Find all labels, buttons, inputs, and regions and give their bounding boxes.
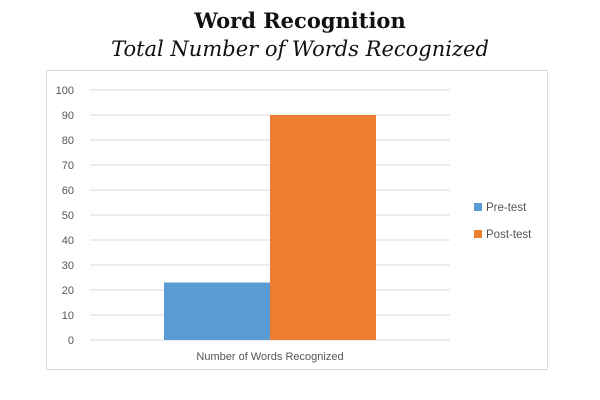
y-tick-label: 90 (62, 110, 74, 122)
x-category-label: Number of Words Recognized (196, 351, 343, 363)
y-tick-label: 20 (62, 285, 74, 297)
y-tick-label: 30 (62, 260, 74, 272)
chart-subtitle: Total Number of Words Recognized (111, 37, 489, 61)
y-tick-label: 80 (62, 135, 74, 147)
legend-label-pre-test: Pre-test (486, 202, 527, 214)
bar-pre-test (164, 282, 270, 340)
y-tick-label: 0 (68, 335, 74, 347)
legend-swatch-post-test (474, 230, 482, 238)
legend-swatch-pre-test (474, 203, 482, 211)
bar-post-test (270, 115, 376, 340)
y-tick-label: 10 (62, 310, 74, 322)
chart-title: Word Recognition (194, 8, 406, 33)
y-tick-label: 50 (62, 210, 74, 222)
y-tick-label: 100 (56, 85, 74, 97)
y-tick-label: 60 (62, 185, 74, 197)
y-tick-label: 70 (62, 160, 74, 172)
legend-label-post-test: Post-test (486, 229, 532, 241)
y-tick-label: 40 (62, 235, 74, 247)
